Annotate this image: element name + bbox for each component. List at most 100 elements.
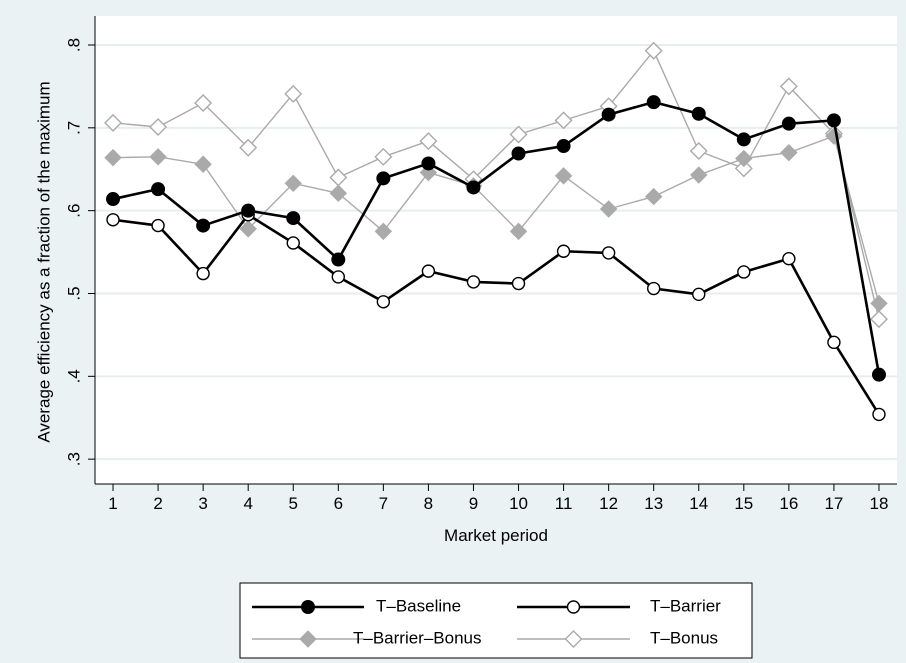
series-line: [112, 100, 881, 375]
data-point: [374, 222, 393, 241]
data-point: [871, 367, 886, 382]
data-point: [421, 264, 436, 278]
data-point: [151, 218, 165, 233]
data-point: [106, 192, 121, 207]
data-point: [284, 84, 303, 103]
y-tick-label: .6: [64, 204, 83, 218]
data-point: [782, 251, 796, 266]
legend: T–Baseline T–Barrier T–Barrier–Bonus T–Bonu…: [239, 582, 753, 659]
data-point: [690, 166, 708, 184]
data-point: [196, 218, 211, 233]
y-tick-label: .4: [64, 369, 83, 383]
x-tick-label: 12: [599, 494, 618, 513]
data-point: [104, 148, 122, 167]
x-tick-label: 13: [644, 494, 663, 513]
legend-entry: T–Bonus: [517, 628, 718, 648]
x-axis-title: Market period: [444, 526, 548, 545]
data-point: [466, 180, 481, 195]
legend-marker: [564, 630, 583, 648]
data-point: [151, 182, 166, 197]
legend-marker: [301, 600, 315, 614]
x-tick-label: 18: [870, 494, 889, 513]
data-point: [376, 295, 391, 309]
data-point: [286, 211, 301, 226]
data-point: [689, 142, 708, 161]
data-point: [374, 147, 393, 166]
series-1: [106, 208, 886, 422]
data-point: [194, 155, 212, 173]
x-tick-label: 14: [689, 494, 708, 513]
data-point: [826, 113, 841, 128]
data-point: [872, 407, 886, 422]
x-tick-label: 8: [424, 494, 433, 513]
y-tick-label: .7: [64, 121, 83, 135]
data-point: [735, 149, 753, 168]
data-point: [241, 203, 256, 218]
data-point: [734, 159, 753, 178]
y-axis-title: Average efficiency as a fraction of the …: [34, 81, 53, 442]
data-point: [376, 171, 391, 186]
data-point: [781, 116, 796, 131]
series-layer: [104, 41, 888, 422]
data-point: [149, 148, 167, 166]
data-point: [556, 139, 571, 154]
legend-marker: [299, 630, 317, 648]
data-point: [106, 213, 120, 227]
x-tick-label: 5: [289, 494, 298, 513]
data-point: [554, 167, 573, 185]
x-tick-label: 2: [153, 494, 162, 513]
data-point: [599, 200, 618, 218]
x-tick-label: 7: [379, 494, 388, 513]
x-tick-label: 9: [469, 494, 478, 513]
y-tick-label: .5: [64, 286, 83, 300]
data-point: [421, 156, 436, 171]
y-tick-label: .8: [64, 38, 83, 52]
x-tick-label: 15: [734, 494, 753, 513]
x-tick-label: 1: [108, 494, 117, 513]
data-point: [736, 132, 751, 147]
data-point: [554, 111, 573, 130]
legend-entry: T–Barrier: [517, 596, 721, 615]
x-tick-label: 6: [334, 494, 343, 513]
data-point: [869, 310, 888, 329]
data-point: [466, 275, 481, 289]
legend-entry: T–Barrier–Bonus: [252, 628, 482, 648]
data-point: [646, 95, 661, 110]
series-line: [112, 50, 880, 320]
x-tick-label: 3: [198, 494, 207, 513]
data-point: [239, 220, 257, 238]
data-point: [284, 174, 302, 193]
data-point: [780, 143, 798, 162]
data-point: [511, 276, 526, 291]
series-3: [104, 41, 888, 329]
legend-label: T–Barrier–Bonus: [353, 628, 482, 647]
grid-lines: [95, 43, 897, 461]
x-tick-label: 17: [824, 494, 843, 513]
data-point: [509, 125, 528, 144]
series-line: [112, 213, 881, 416]
data-point: [331, 270, 346, 284]
y-tick-label: .3: [64, 452, 83, 466]
data-point: [511, 146, 526, 161]
data-point: [286, 236, 300, 250]
legend-box: [239, 582, 753, 659]
data-point: [104, 113, 123, 132]
data-point: [779, 77, 798, 96]
x-tick-label: 11: [555, 494, 573, 513]
data-point: [827, 335, 841, 350]
data-point: [601, 107, 616, 122]
data-point: [196, 266, 210, 281]
series-2: [104, 127, 888, 313]
data-point: [692, 287, 706, 302]
legend-entry: T–Baseline: [252, 596, 461, 615]
data-point: [331, 252, 346, 267]
x-tick-label: 4: [243, 494, 252, 513]
data-point: [419, 132, 438, 151]
x-tick-label: 10: [509, 494, 528, 513]
data-point: [556, 244, 571, 258]
data-point: [509, 222, 528, 241]
x-tick-label: 16: [779, 494, 798, 513]
data-point: [329, 184, 348, 202]
data-point: [194, 93, 213, 112]
